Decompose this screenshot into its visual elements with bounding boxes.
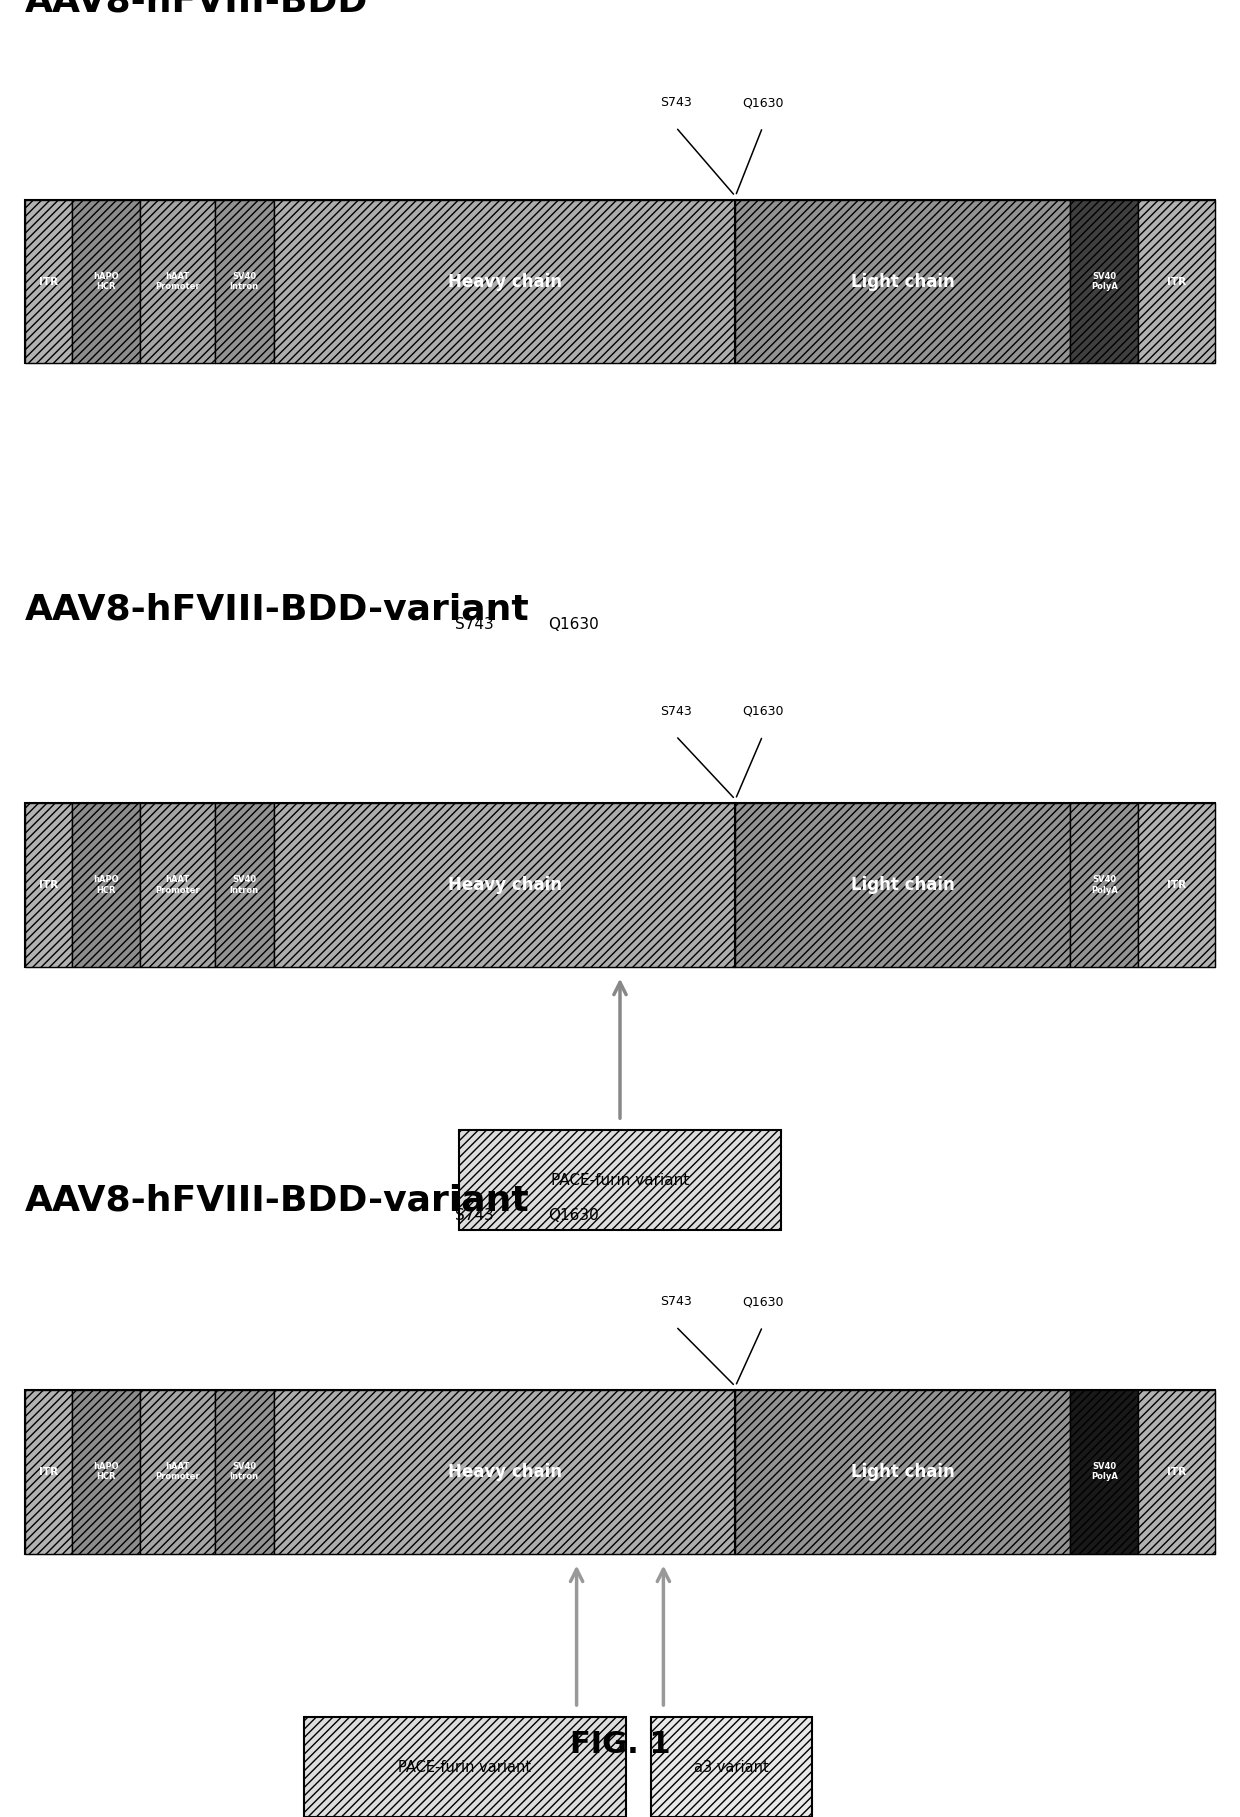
- Bar: [1138, 200, 1215, 363]
- Text: Q1630: Q1630: [742, 705, 784, 718]
- Bar: [1138, 1390, 1215, 1554]
- Bar: [1138, 803, 1215, 967]
- Text: Q1630: Q1630: [742, 1296, 784, 1308]
- Text: SV40
Intron: SV40 Intron: [229, 876, 259, 894]
- Text: hAPO
HCR: hAPO HCR: [93, 1463, 119, 1481]
- Text: hAAT
Promoter: hAAT Promoter: [155, 876, 200, 894]
- Text: S743: S743: [660, 705, 692, 718]
- Text: AAV8-hFVIII-BDD: AAV8-hFVIII-BDD: [25, 0, 368, 18]
- Bar: [140, 1390, 215, 1554]
- Text: SV40
Intron: SV40 Intron: [229, 273, 259, 291]
- Text: hAPO
HCR: hAPO HCR: [93, 273, 119, 291]
- Text: ITR: ITR: [38, 276, 58, 287]
- Text: ITR: ITR: [1167, 1466, 1187, 1477]
- Bar: [25, 200, 1215, 363]
- Text: SV40
PolyA: SV40 PolyA: [1091, 876, 1117, 894]
- Text: Q1630: Q1630: [548, 618, 599, 632]
- Text: PACE-furin variant: PACE-furin variant: [398, 1759, 532, 1775]
- Text: Q1630: Q1630: [742, 96, 784, 109]
- Bar: [1070, 200, 1138, 363]
- Bar: [274, 200, 735, 363]
- Text: AAV8-hFVIII-BDD-variant: AAV8-hFVIII-BDD-variant: [25, 1183, 529, 1217]
- Text: Heavy chain: Heavy chain: [448, 1463, 562, 1481]
- Text: Light chain: Light chain: [851, 273, 955, 291]
- Text: S743: S743: [660, 96, 692, 109]
- Text: hAAT
Promoter: hAAT Promoter: [155, 1463, 200, 1481]
- Bar: [25, 1390, 1215, 1554]
- Bar: [304, 1717, 626, 1817]
- Text: SV40
PolyA: SV40 PolyA: [1091, 273, 1117, 291]
- Bar: [1070, 1390, 1138, 1554]
- Text: PACE-furin variant: PACE-furin variant: [551, 1172, 689, 1188]
- Text: ITR: ITR: [1167, 276, 1187, 287]
- Bar: [25, 803, 72, 967]
- Text: Heavy chain: Heavy chain: [448, 273, 562, 291]
- Text: hAPO
HCR: hAPO HCR: [93, 876, 119, 894]
- Bar: [735, 1390, 1070, 1554]
- Text: S743: S743: [455, 1208, 494, 1223]
- Text: a3 variant: a3 variant: [694, 1759, 769, 1775]
- Bar: [735, 803, 1070, 967]
- Bar: [215, 1390, 274, 1554]
- Bar: [274, 1390, 735, 1554]
- Text: ITR: ITR: [38, 879, 58, 890]
- Text: Light chain: Light chain: [851, 1463, 955, 1481]
- Bar: [72, 803, 140, 967]
- Text: SV40
PolyA: SV40 PolyA: [1091, 1463, 1117, 1481]
- Text: S743: S743: [455, 618, 494, 632]
- Bar: [72, 200, 140, 363]
- Text: Q1630: Q1630: [548, 1208, 599, 1223]
- Text: SV40
Intron: SV40 Intron: [229, 1463, 259, 1481]
- Text: FIG. 1: FIG. 1: [569, 1730, 671, 1759]
- Bar: [25, 803, 1215, 967]
- Text: S743: S743: [660, 1296, 692, 1308]
- Bar: [25, 1390, 72, 1554]
- Bar: [72, 1390, 140, 1554]
- Bar: [274, 803, 735, 967]
- Bar: [140, 200, 215, 363]
- Text: AAV8-hFVIII-BDD-variant: AAV8-hFVIII-BDD-variant: [25, 592, 529, 627]
- Bar: [215, 200, 274, 363]
- Bar: [735, 200, 1070, 363]
- Bar: [651, 1717, 812, 1817]
- Bar: [459, 1130, 781, 1230]
- Text: ITR: ITR: [1167, 879, 1187, 890]
- Text: Heavy chain: Heavy chain: [448, 876, 562, 894]
- Bar: [25, 200, 72, 363]
- Text: hAAT
Promoter: hAAT Promoter: [155, 273, 200, 291]
- Bar: [140, 803, 215, 967]
- Bar: [1070, 803, 1138, 967]
- Bar: [215, 803, 274, 967]
- Text: Light chain: Light chain: [851, 876, 955, 894]
- Text: ITR: ITR: [38, 1466, 58, 1477]
